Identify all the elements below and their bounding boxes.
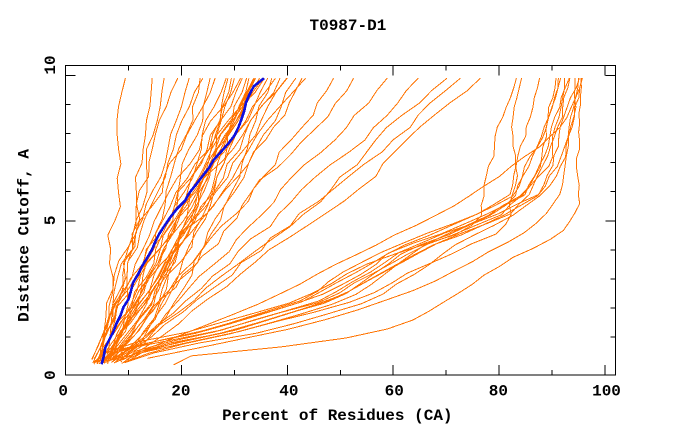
svg-text:20: 20 (171, 383, 190, 401)
svg-text:10: 10 (42, 55, 60, 74)
svg-text:40: 40 (279, 383, 298, 401)
svg-text:60: 60 (385, 383, 404, 401)
svg-text:100: 100 (592, 383, 621, 401)
svg-text:Percent of Residues (CA): Percent of Residues (CA) (222, 407, 452, 425)
svg-text:0: 0 (58, 383, 68, 401)
svg-text:80: 80 (489, 383, 508, 401)
svg-text:T0987-D1: T0987-D1 (309, 17, 386, 35)
svg-text:0: 0 (42, 370, 60, 380)
svg-text:Distance Cutoff, A: Distance Cutoff, A (16, 149, 34, 322)
svg-text:5: 5 (42, 215, 60, 225)
